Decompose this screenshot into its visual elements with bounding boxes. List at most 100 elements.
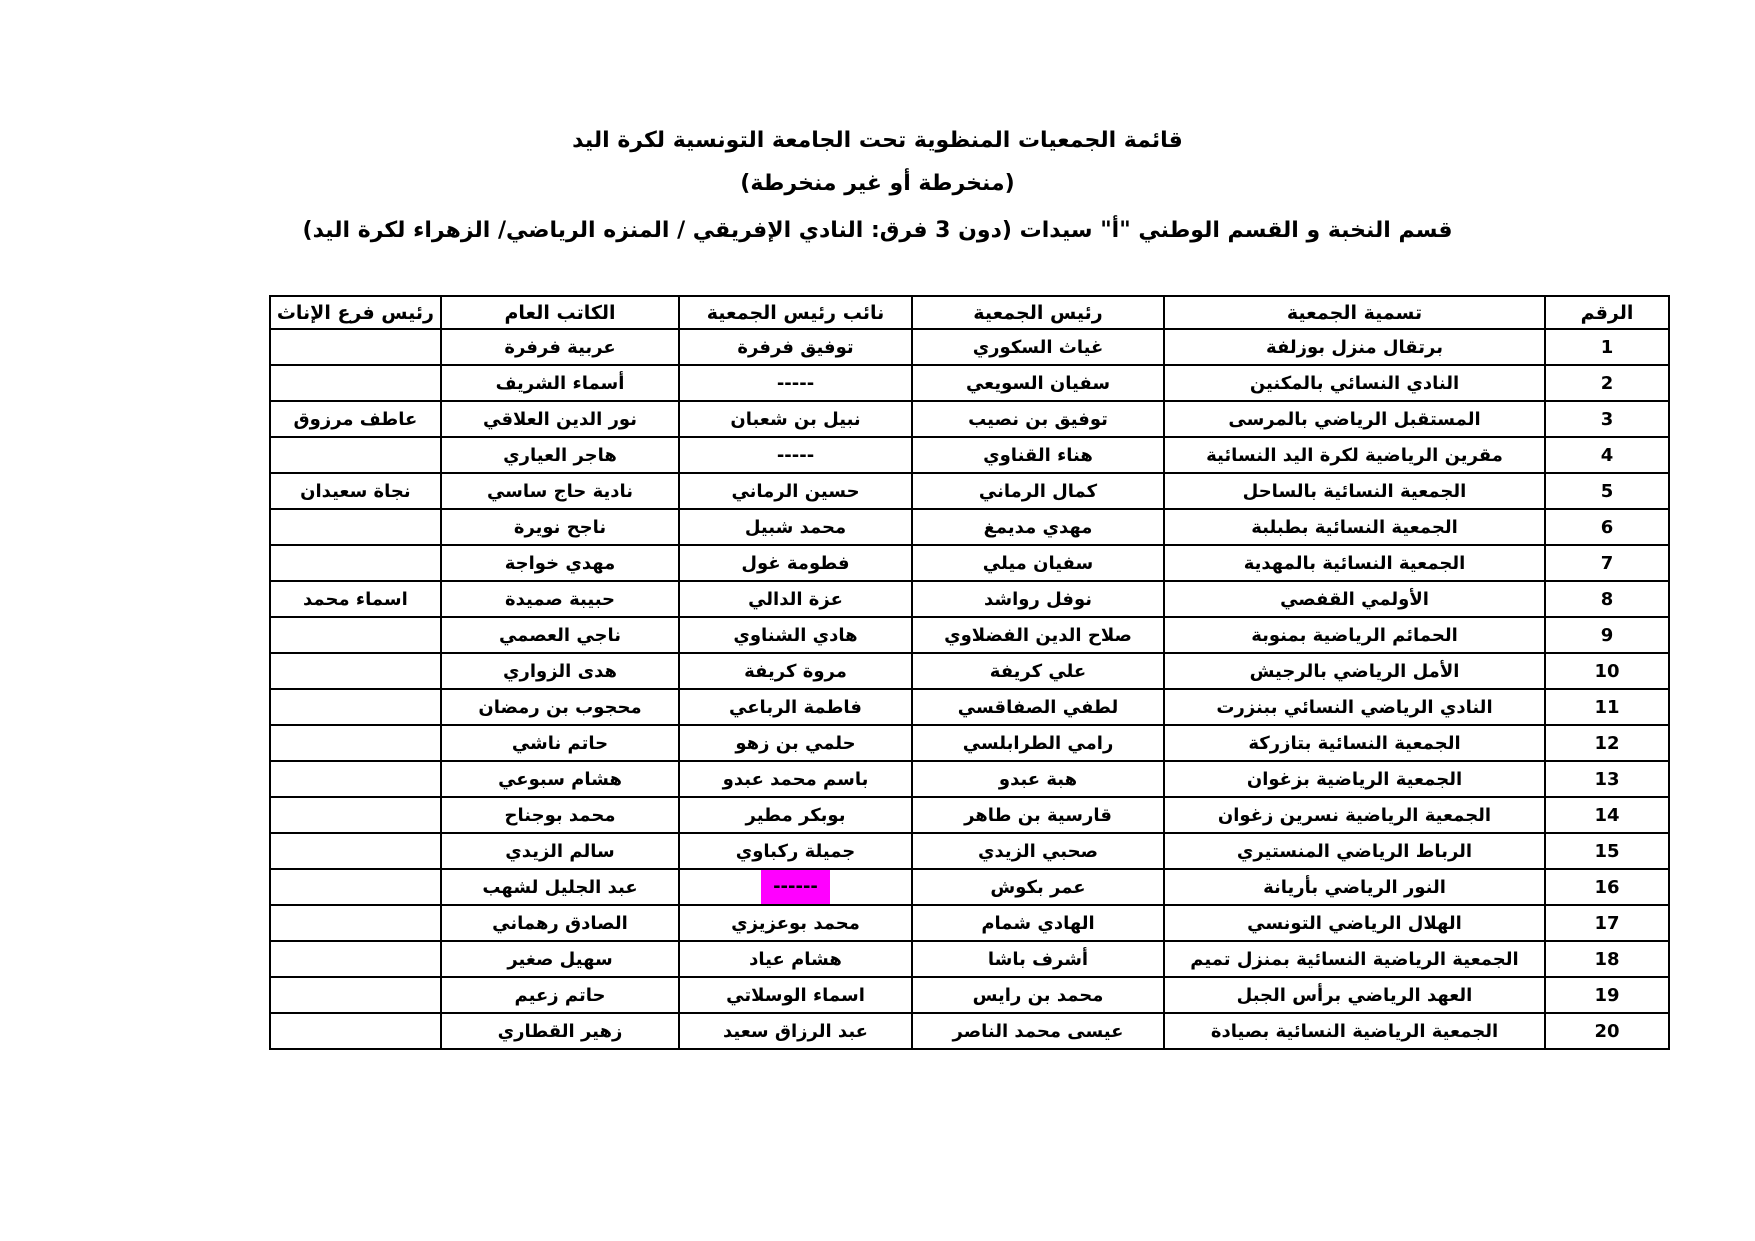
cell-president: أشرف باشا [911, 940, 1165, 978]
cell-association-name: الأمل الرياضي بالرجيش [1163, 652, 1546, 690]
cell-women-branch-president [268, 508, 443, 546]
table-row: 15 الرباط الرياضي المنستيري صحبي الزيدي جمي… [268, 832, 1670, 870]
cell-women-branch-president [268, 976, 443, 1014]
cell-general-secretary: عربية فرفرة [440, 328, 680, 366]
cell-president: سفيان ميلي [911, 544, 1165, 582]
cell-vice-president: هشام عياد [678, 940, 913, 978]
cell-general-secretary: زهير القطاري [440, 1012, 680, 1050]
cell-vice-president: هادي الشناوي [678, 616, 913, 654]
column-header-women-branch-president: رئيس فرع الإناث [268, 295, 443, 330]
cell-number: 19 [1544, 976, 1670, 1014]
cell-general-secretary: محجوب بن رمضان [440, 688, 680, 726]
cell-general-secretary: هاجر العياري [440, 436, 680, 474]
cell-association-name: الجمعية النسائية بالساحل [1163, 472, 1546, 510]
associations-table: الرقم تسمية الجمعية رئيس الجمعية نائب رئ… [268, 295, 1670, 1050]
cell-association-name: الجمعية النسائية بتازركة [1163, 724, 1546, 762]
cell-vice-president: عبد الرزاق سعيد [678, 1012, 913, 1050]
column-header-association-name: تسمية الجمعية [1163, 295, 1546, 330]
cell-association-name: الرباط الرياضي المنستيري [1163, 832, 1546, 870]
cell-association-name: النور الرياضي بأريانة [1163, 868, 1546, 906]
table-row: 8 الأولمي القفصي نوفل رواشد عزة الدالي حبيبة… [268, 580, 1670, 618]
cell-president: محمد بن رايس [911, 976, 1165, 1014]
column-header-number: الرقم [1544, 295, 1670, 330]
table-row: 3 المستقبل الرياضي بالمرسى توفيق بن نصيب نب… [268, 400, 1670, 438]
cell-president: علي كريفة [911, 652, 1165, 690]
document-header: قائمة الجمعيات المنظوية تحت الجامعة التو… [0, 0, 1755, 243]
cell-general-secretary: سالم الزيدي [440, 832, 680, 870]
cell-vice-president: عزة الدالي [678, 580, 913, 618]
cell-general-secretary: ناجي العصمي [440, 616, 680, 654]
cell-women-branch-president [268, 832, 443, 870]
cell-vice-president: محمد شبيل [678, 508, 913, 546]
cell-number: 15 [1544, 832, 1670, 870]
cell-number: 18 [1544, 940, 1670, 978]
table-row: 19 العهد الرياضي برأس الجبل محمد بن رايس اس… [268, 976, 1670, 1014]
cell-association-name: العهد الرياضي برأس الجبل [1163, 976, 1546, 1014]
cell-general-secretary: حاتم ناشي [440, 724, 680, 762]
cell-general-secretary: حبيبة صميدة [440, 580, 680, 618]
cell-women-branch-president [268, 544, 443, 582]
cell-vice-president: ------ [678, 868, 913, 906]
column-header-general-secretary: الكاتب العام [440, 295, 680, 330]
cell-general-secretary: نور الدين العلاقي [440, 400, 680, 438]
cell-number: 20 [1544, 1012, 1670, 1050]
cell-general-secretary: هدى الزواري [440, 652, 680, 690]
highlighted-dashes: ------ [761, 871, 830, 903]
cell-number: 7 [1544, 544, 1670, 582]
cell-general-secretary: الصادق رهماني [440, 904, 680, 942]
cell-number: 17 [1544, 904, 1670, 942]
table-row: 16 النور الرياضي بأريانة عمر بكوش ------ عبد… [268, 868, 1670, 906]
cell-vice-president: فطومة غول [678, 544, 913, 582]
table-row: 4 مقرين الرياضية لكرة اليد النسائية هناء ا… [268, 436, 1670, 474]
cell-number: 1 [1544, 328, 1670, 366]
cell-association-name: الأولمي القفصي [1163, 580, 1546, 618]
cell-women-branch-president: نجاة سعيدان [268, 472, 443, 510]
cell-vice-president: اسماء الوسلاتي [678, 976, 913, 1014]
table-row: 10 الأمل الرياضي بالرجيش علي كريفة مروة كري… [268, 652, 1670, 690]
cell-president: غياث السكوري [911, 328, 1165, 366]
cell-general-secretary: مهدي خواجة [440, 544, 680, 582]
cell-number: 4 [1544, 436, 1670, 474]
table-row: 6 الجمعية النسائية بطبلبة مهدي مديمغ محمد ش… [268, 508, 1670, 546]
cell-association-name: النادي الرياضي النسائي ببنزرت [1163, 688, 1546, 726]
cell-number: 2 [1544, 364, 1670, 402]
cell-vice-president: محمد بوعزيزي [678, 904, 913, 942]
cell-association-name: الجمعية النسائية بالمهدية [1163, 544, 1546, 582]
cell-general-secretary: أسماء الشريف [440, 364, 680, 402]
table-row: 18 الجمعية الرياضية النسائية بمنزل تميم أش… [268, 940, 1670, 978]
cell-vice-president: جميلة ركباوي [678, 832, 913, 870]
cell-general-secretary: هشام سبوعي [440, 760, 680, 798]
cell-association-name: المستقبل الرياضي بالمرسى [1163, 400, 1546, 438]
cell-president: عيسى محمد الناصر [911, 1012, 1165, 1050]
cell-vice-president: نبيل بن شعبان [678, 400, 913, 438]
cell-women-branch-president [268, 904, 443, 942]
cell-president: لطفي الصفاقسي [911, 688, 1165, 726]
cell-association-name: الجمعية الرياضية نسرين زغوان [1163, 796, 1546, 834]
document-subtitle: (منخرطة أو غير منخرطة) [740, 171, 1015, 196]
cell-president: صلاح الدين الفضلاوي [911, 616, 1165, 654]
cell-women-branch-president [268, 760, 443, 798]
cell-women-branch-president [268, 940, 443, 978]
table-row: 11 النادي الرياضي النسائي ببنزرت لطفي الصف… [268, 688, 1670, 726]
cell-women-branch-president [268, 796, 443, 834]
cell-association-name: الحمائم الرياضية بمنوبة [1163, 616, 1546, 654]
cell-president: قارسية بن طاهر [911, 796, 1165, 834]
cell-women-branch-president [268, 328, 443, 366]
cell-number: 14 [1544, 796, 1670, 834]
cell-vice-president: ----- [678, 436, 913, 474]
cell-women-branch-president [268, 1012, 443, 1050]
table-row: 2 النادي النسائي بالمكنين سفيان السويعي ---… [268, 364, 1670, 402]
cell-number: 6 [1544, 508, 1670, 546]
cell-number: 10 [1544, 652, 1670, 690]
cell-association-name: الهلال الرياضي التونسي [1163, 904, 1546, 942]
cell-women-branch-president [268, 652, 443, 690]
cell-president: هبة عبدو [911, 760, 1165, 798]
table-row: 7 الجمعية النسائية بالمهدية سفيان ميلي فطوم… [268, 544, 1670, 582]
cell-women-branch-president [268, 724, 443, 762]
cell-president: عمر بكوش [911, 868, 1165, 906]
cell-association-name: الجمعية النسائية بطبلبة [1163, 508, 1546, 546]
cell-vice-president: فاطمة الرباعي [678, 688, 913, 726]
cell-number: 11 [1544, 688, 1670, 726]
cell-president: هناء القناوي [911, 436, 1165, 474]
